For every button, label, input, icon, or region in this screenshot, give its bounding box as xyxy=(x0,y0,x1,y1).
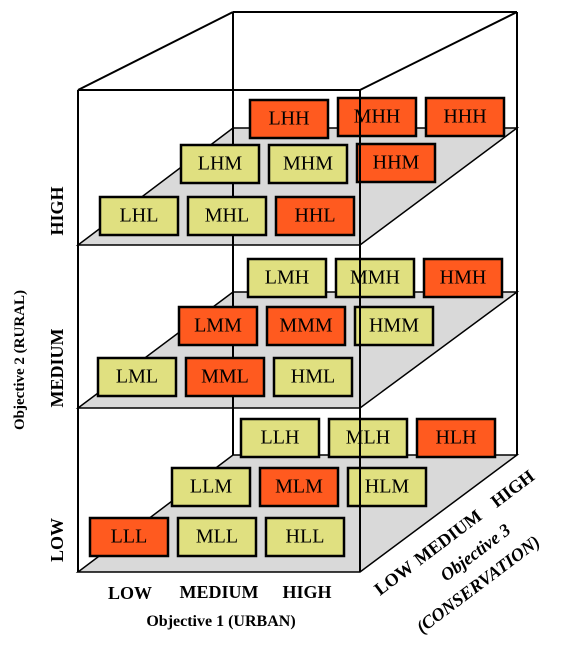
cell-label: LML xyxy=(116,366,158,388)
cell-label: MMH xyxy=(350,267,400,289)
cell-box xyxy=(422,257,504,299)
cell-label: MLM xyxy=(275,476,323,498)
cube-frame xyxy=(77,11,518,572)
level: MEDIUM xyxy=(47,329,67,408)
cell-label: MMM xyxy=(279,315,333,337)
cell-label: HHH xyxy=(443,106,486,128)
cells: LHH MHH HHH LHM MHM HHM LHL MHL HHL LMH MMH HMH LMM M… xyxy=(88,96,506,558)
cell-box xyxy=(170,466,252,508)
cell-label: LLH xyxy=(261,427,300,449)
cell-box xyxy=(336,96,418,138)
cell-label: LMM xyxy=(194,315,242,337)
cell-box xyxy=(176,516,258,558)
cell-box xyxy=(415,417,497,459)
axis-title: Objective 2 (RURAL) xyxy=(12,290,28,430)
cell-box xyxy=(264,516,346,558)
cell-label: MHH xyxy=(354,106,401,128)
level: LOW xyxy=(370,557,417,599)
cell-label: MLH xyxy=(346,427,390,449)
cell-box xyxy=(274,195,356,237)
cell-label: HLL xyxy=(286,526,325,548)
cell-box xyxy=(272,356,354,398)
level: LOW xyxy=(108,583,152,603)
level: HIGH xyxy=(487,466,538,511)
level: MEDIUM xyxy=(180,582,259,602)
cell-box xyxy=(353,305,435,347)
cell-box xyxy=(265,305,347,347)
cell-box xyxy=(96,356,178,398)
objective1-axis: LOW MEDIUM HIGH Objective 1 (URBAN) xyxy=(108,582,332,630)
cell-box xyxy=(179,143,261,185)
cell-label: MHL xyxy=(205,205,249,227)
cell-label: LHL xyxy=(120,205,159,227)
cell-label: HMM xyxy=(369,315,419,337)
cell-box xyxy=(258,466,340,508)
cell-box xyxy=(248,98,330,140)
level: HIGH xyxy=(282,582,331,602)
cell-label: MLL xyxy=(196,526,238,548)
cell-label: LLL xyxy=(111,526,148,548)
cell-box xyxy=(246,257,328,299)
cell-box xyxy=(267,143,349,185)
cell-box xyxy=(239,417,321,459)
cell-box xyxy=(98,195,180,237)
cell-label: LLM xyxy=(190,476,232,498)
level: HIGH xyxy=(47,186,67,235)
cell-label: LMH xyxy=(265,267,309,289)
axis-title: Objective 1 (URBAN) xyxy=(146,613,295,630)
level: LOW xyxy=(47,518,67,562)
cell-box xyxy=(184,356,266,398)
cell-box xyxy=(355,142,437,184)
cell-label: MHM xyxy=(283,153,333,175)
cell-label: MML xyxy=(201,366,249,388)
cell-box xyxy=(88,516,170,558)
cell-box xyxy=(327,417,409,459)
cell-box xyxy=(177,305,259,347)
cell-label: HLM xyxy=(365,476,410,498)
cell-label: HHL xyxy=(294,205,335,227)
cell-label: LHH xyxy=(268,108,309,130)
cell-box xyxy=(186,195,268,237)
cell-label: LHM xyxy=(198,153,243,175)
cell-label: HLH xyxy=(435,427,476,449)
cell-label: HHM xyxy=(373,152,420,174)
cell-box xyxy=(424,96,506,138)
cell-label: HMH xyxy=(440,267,487,289)
cell-label: HML xyxy=(291,366,335,388)
cell-box xyxy=(334,257,416,299)
objective2-axis: LOW MEDIUM HIGH Objective 2 (RURAL) xyxy=(12,186,67,562)
